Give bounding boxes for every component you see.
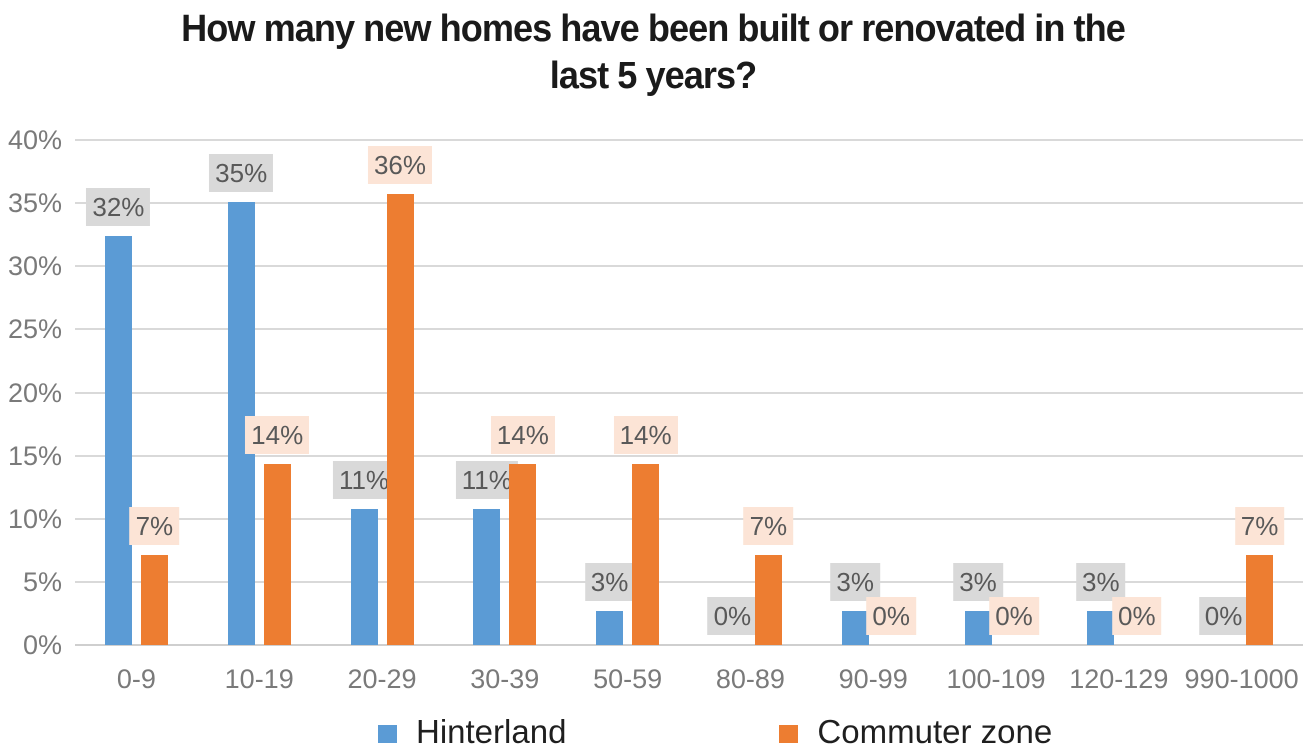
bar-label-hinterland-80-89: 0% — [707, 597, 758, 635]
bar-label-hinterland-100-109: 3% — [953, 562, 1003, 601]
bar-label-hinterland-50-59: 3% — [584, 562, 635, 601]
chart-title-line-2: last 5 years? — [549, 55, 757, 97]
y-gridline-25% — [75, 328, 1303, 331]
bar-label-commuter-zone-120-129: 0% — [1112, 597, 1162, 635]
x-axis-label-120-129: 120-129 — [1069, 664, 1169, 694]
y-gridline-40% — [75, 139, 1303, 141]
bar-commuter-zone-80-89 — [754, 555, 782, 645]
bar-label-commuter-zone-990-1000: 7% — [1234, 507, 1285, 546]
y-axis-label-5%: 5% — [22, 566, 62, 597]
legend-item-hinterland: Hinterland — [378, 712, 566, 752]
y-axis-label-20%: 20% — [7, 377, 62, 408]
chart-legend: Hinterland Commuter zone — [378, 712, 1052, 752]
bar-label-hinterland-20-29: 11% — [332, 460, 396, 499]
legend-swatch-hinterland — [378, 725, 397, 743]
bar-label-hinterland-90-99: 3% — [830, 562, 880, 601]
legend-swatch-commuter-zone — [779, 725, 799, 743]
bar-hinterland-20-29 — [350, 508, 378, 645]
y-axis-label-30%: 30% — [7, 251, 62, 282]
y-gridline-30% — [75, 265, 1303, 268]
bar-hinterland-90-99 — [841, 610, 869, 645]
legend-label-hinterland: Hinterland — [416, 713, 567, 750]
bar-label-commuter-zone-80-89: 7% — [743, 507, 794, 546]
x-axis-label-90-99: 90-99 — [838, 664, 908, 694]
bar-commuter-zone-10-19 — [263, 464, 291, 645]
legend-item-commuter-zone: Commuter zone — [779, 712, 1052, 752]
y-gridline-5% — [75, 580, 1303, 583]
bar-label-commuter-zone-90-99: 0% — [866, 597, 916, 635]
bar-hinterland-50-59 — [596, 610, 624, 645]
y-gridline-20% — [75, 391, 1303, 394]
bar-label-hinterland-0-9: 32% — [86, 187, 151, 226]
x-axis-label-80-89: 80-89 — [715, 664, 785, 694]
x-axis-label-0-9: 0-9 — [116, 664, 156, 694]
bar-hinterland-100-109 — [964, 610, 992, 645]
y-axis-label-35%: 35% — [7, 188, 62, 219]
bar-hinterland-0-9 — [104, 235, 132, 645]
bar-label-commuter-zone-0-9: 7% — [129, 507, 180, 546]
y-axis-label-25%: 25% — [7, 314, 62, 345]
bar-commuter-zone-20-29 — [386, 194, 414, 645]
bar-label-commuter-zone-20-29: 36% — [367, 146, 433, 185]
bar-label-commuter-zone-30-39: 14% — [490, 416, 555, 455]
bar-label-hinterland-120-129: 3% — [1076, 562, 1126, 601]
bar-hinterland-30-39 — [473, 508, 501, 645]
bar-label-commuter-zone-10-19: 14% — [245, 416, 310, 455]
bar-label-commuter-zone-50-59: 14% — [613, 416, 678, 455]
y-gridline-10% — [75, 517, 1303, 520]
y-axis-label-0%: 0% — [22, 630, 62, 660]
x-axis-label-100-109: 100-109 — [946, 664, 1046, 694]
x-axis-label-30-39: 30-39 — [470, 664, 540, 694]
legend-label-commuter-zone: Commuter zone — [817, 713, 1053, 750]
x-axis-label-990-1000: 990-1000 — [1184, 664, 1299, 694]
y-axis-label-15%: 15% — [7, 440, 62, 471]
chart-title-line-1: How many new homes have been built or re… — [181, 8, 1126, 50]
bar-label-hinterland-10-19: 35% — [209, 153, 274, 192]
x-axis-label-20-29: 20-29 — [347, 664, 417, 694]
bar-commuter-zone-30-39 — [509, 464, 537, 645]
bar-label-hinterland-30-39: 11% — [455, 460, 518, 499]
x-axis-label-50-59: 50-59 — [593, 664, 663, 694]
y-gridline-15% — [75, 454, 1303, 457]
bar-hinterland-120-129 — [1087, 610, 1115, 645]
x-axis-label-10-19: 10-19 — [224, 664, 294, 694]
chart-title: How many new homes have been built or re… — [33, 6, 1274, 100]
bar-label-hinterland-990-1000: 0% — [1198, 597, 1249, 635]
y-gridline-0% — [75, 644, 1303, 646]
bar-commuter-zone-0-9 — [140, 555, 168, 645]
y-axis-label-40%: 40% — [7, 125, 62, 155]
bar-label-commuter-zone-100-109: 0% — [989, 597, 1039, 635]
y-gridline-35% — [75, 202, 1303, 205]
bar-commuter-zone-990-1000 — [1246, 555, 1274, 645]
y-axis-label-10%: 10% — [7, 503, 62, 534]
bar-commuter-zone-50-59 — [632, 464, 660, 645]
